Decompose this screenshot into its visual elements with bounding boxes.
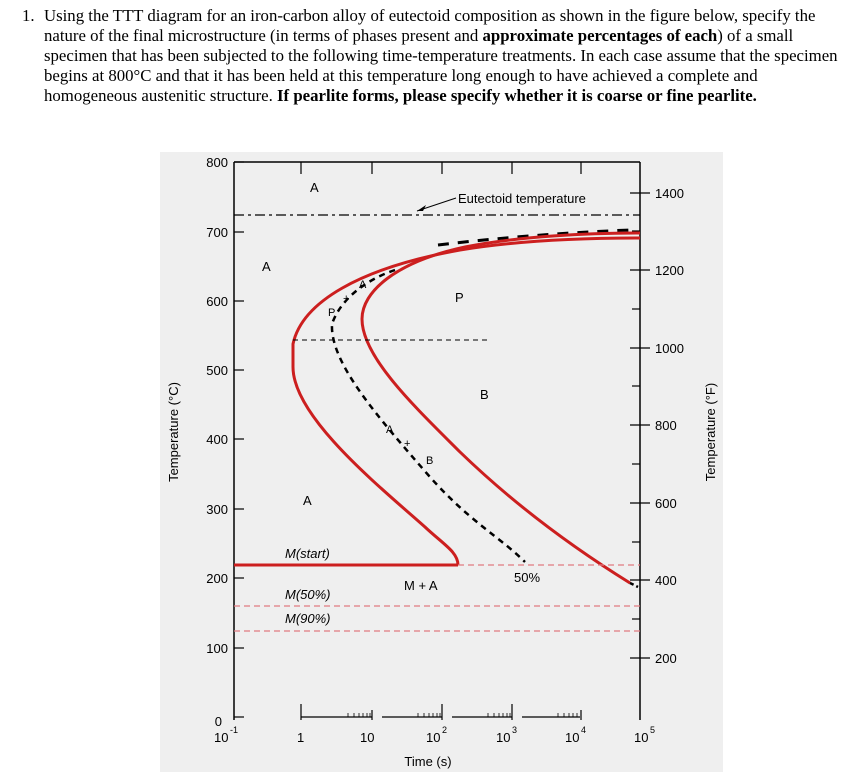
m-50-label: M(50%) bbox=[285, 587, 331, 602]
time-axis-title: Time (s) bbox=[404, 754, 451, 769]
region-label-a-left: A bbox=[262, 259, 271, 274]
eutectoid-label: Eutectoid temperature bbox=[458, 191, 586, 206]
time-tick-exponent: 4 bbox=[581, 725, 586, 735]
question-text-part2: ) of a small specimen that has been subj… bbox=[44, 26, 838, 105]
time-tick-label: 10 bbox=[634, 730, 648, 745]
celsius-tick-label: 800 bbox=[206, 155, 228, 170]
region-label-p: P bbox=[455, 290, 464, 305]
m-90-label: M(90%) bbox=[285, 611, 331, 626]
question-text-part1: Using the TTT diagram for an iron-carbon… bbox=[44, 6, 816, 45]
question-body: Using the TTT diagram for an iron-carbon… bbox=[44, 6, 852, 106]
question-bold-part2: If pearlite forms, please specify whethe… bbox=[277, 86, 757, 105]
curve-label-p: P bbox=[328, 307, 335, 319]
fahrenheit-tick-label: 1200 bbox=[655, 263, 684, 278]
celsius-tick-label: 700 bbox=[206, 225, 228, 240]
celsius-tick-label: 300 bbox=[206, 502, 228, 517]
time-tick-label: 10 bbox=[496, 730, 510, 745]
top-time-ticks bbox=[300, 162, 582, 174]
time-tick-exponent: 3 bbox=[512, 725, 517, 735]
time-tick-label: 10 bbox=[360, 730, 374, 745]
m-start-label: M(start) bbox=[285, 546, 330, 561]
ttt-diagram-figure: 800 700 600 500 400 300 200 100 0 1400 1… bbox=[160, 152, 723, 772]
time-tick-label: 10 bbox=[565, 730, 579, 745]
celsius-tick-label: 200 bbox=[206, 571, 228, 586]
fahrenheit-axis-title: Temperature (°F) bbox=[703, 383, 718, 481]
region-label-a-top: A bbox=[310, 180, 319, 195]
fahrenheit-tick-label: 1400 bbox=[655, 186, 684, 201]
curve-label-b: B bbox=[426, 455, 433, 467]
finish-curve bbox=[360, 231, 641, 585]
bottom-time-ticks bbox=[300, 704, 582, 720]
celsius-tick-label: 0 bbox=[215, 714, 222, 729]
plus-marker: + bbox=[404, 438, 410, 450]
minor-time-ticks bbox=[347, 713, 578, 717]
celsius-tick-label: 600 bbox=[206, 294, 228, 309]
fahrenheit-tick-label: 1000 bbox=[655, 341, 684, 356]
question-text: 1. Using the TTT diagram for an iron-car… bbox=[22, 6, 852, 106]
ttt-diagram: 800 700 600 500 400 300 200 100 0 1400 1… bbox=[166, 155, 718, 769]
region-label-b: B bbox=[480, 387, 489, 402]
fifty-percent-curve bbox=[330, 268, 526, 563]
fahrenheit-tick-label: 400 bbox=[655, 573, 677, 588]
time-tick-label: 10 bbox=[426, 730, 440, 745]
fifty-percent-label: 50% bbox=[514, 570, 540, 585]
fahrenheit-tick-label: 800 bbox=[655, 418, 677, 433]
time-tick-exponent: 2 bbox=[442, 725, 447, 735]
time-tick-label: 10 bbox=[214, 730, 228, 745]
fahrenheit-tick-marks bbox=[630, 192, 650, 659]
question-number: 1. bbox=[22, 6, 35, 25]
start-curve bbox=[291, 236, 641, 566]
finish-curve-dashed-end bbox=[629, 581, 639, 589]
time-tick-label: 1 bbox=[297, 730, 304, 745]
fahrenheit-tick-label: 200 bbox=[655, 651, 677, 666]
celsius-tick-marks bbox=[234, 161, 244, 718]
fifty-percent-top-dashed bbox=[437, 228, 631, 247]
m-plus-a-label: M + A bbox=[404, 578, 438, 593]
celsius-axis-title: Temperature (°C) bbox=[166, 382, 181, 482]
curve-label-a-top: A bbox=[359, 279, 367, 291]
celsius-tick-label: 500 bbox=[206, 363, 228, 378]
question-bold-part1: approximate percentages of each bbox=[482, 26, 718, 45]
celsius-tick-label: 100 bbox=[206, 641, 228, 656]
time-tick-exponent: 5 bbox=[650, 725, 655, 735]
fahrenheit-tick-label: 600 bbox=[655, 496, 677, 511]
plus-marker: + bbox=[343, 293, 349, 305]
curve-label-a-mid: A bbox=[386, 424, 394, 436]
eutectoid-arrowhead bbox=[417, 205, 426, 211]
region-label-a-bottom: A bbox=[303, 493, 312, 508]
celsius-tick-label: 400 bbox=[206, 432, 228, 447]
time-tick-exponent: -1 bbox=[230, 725, 238, 735]
